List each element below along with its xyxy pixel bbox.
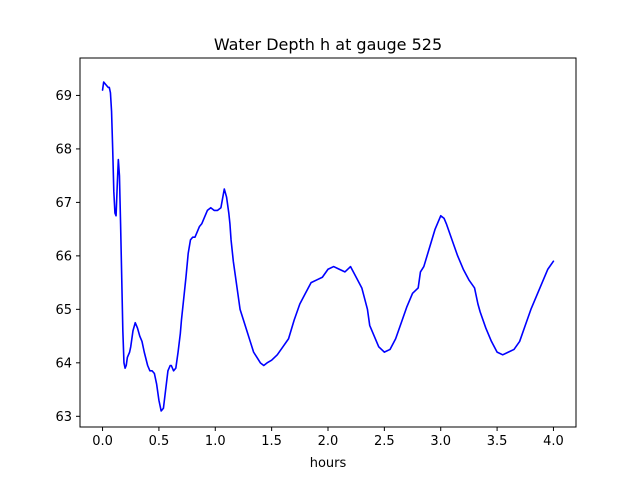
plot-area [80, 58, 576, 427]
x-axis: 0.0 0.5 1.0 1.5 2.0 2.5 3.0 3.5 4.0 [92, 427, 564, 449]
series-line-0 [101, 81, 555, 412]
x-tick-label: 2.5 [374, 434, 395, 449]
y-tick-label: 67 [55, 196, 72, 211]
y-tick-label: 64 [55, 356, 72, 371]
x-tick-label: 0.0 [92, 434, 113, 449]
x-tick-label: 1.0 [205, 434, 226, 449]
y-tick-label: 69 [55, 89, 72, 104]
chart-title: Water Depth h at gauge 525 [214, 35, 442, 54]
y-tick-label: 63 [55, 410, 72, 425]
y-tick-label: 68 [55, 142, 72, 157]
x-tick-label: 4.0 [543, 434, 564, 449]
x-tick-label: 0.5 [149, 434, 170, 449]
x-tick-label: 3.0 [430, 434, 451, 449]
series-layer [101, 81, 555, 412]
y-axis: 63 64 65 66 67 68 69 [55, 89, 80, 425]
x-tick-label: 3.5 [487, 434, 508, 449]
y-tick-label: 66 [55, 249, 72, 264]
x-axis-label: hours [310, 456, 347, 471]
x-tick-label: 2.0 [318, 434, 339, 449]
x-tick-label: 1.5 [261, 434, 282, 449]
y-tick-label: 65 [55, 303, 72, 318]
